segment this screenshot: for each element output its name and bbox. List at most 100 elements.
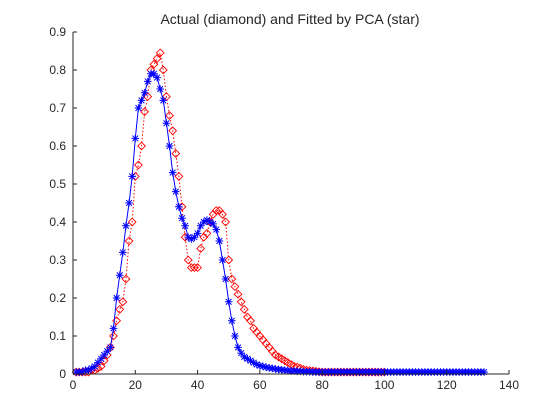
data-point-star <box>221 275 230 283</box>
data-point-star <box>156 85 164 93</box>
data-point-star <box>256 361 264 370</box>
y-tick-label: 0.8 <box>49 63 66 77</box>
chart-title: Actual (diamond) and Fitted by PCA (star… <box>160 11 419 27</box>
data-point-star <box>91 362 99 371</box>
data-point-star <box>119 248 127 257</box>
data-point-star <box>252 360 261 369</box>
data-point-diamond <box>183 255 193 265</box>
data-point-star <box>103 347 112 355</box>
data-point-star <box>246 356 255 365</box>
data-point-diamond <box>242 312 252 322</box>
data-point-diamond <box>236 297 246 307</box>
data-point-star <box>159 96 168 105</box>
x-tick-label: 20 <box>129 378 143 392</box>
data-point-diamond <box>127 217 137 227</box>
data-point-diamond <box>249 323 259 333</box>
y-tick-label: 0.3 <box>49 253 66 267</box>
data-point-star <box>224 298 233 306</box>
data-point-star <box>234 343 242 352</box>
x-tick-label: 40 <box>191 378 205 392</box>
data-point-diamond <box>193 263 203 273</box>
data-point-diamond <box>267 346 277 356</box>
data-point-star <box>84 366 93 374</box>
plot-area-background <box>73 32 509 374</box>
data-point-star <box>193 229 202 238</box>
y-tick-label: 0.1 <box>49 329 66 343</box>
data-point-star <box>243 355 252 363</box>
x-tick-label: 120 <box>437 378 457 392</box>
data-point-diamond <box>233 289 243 299</box>
data-point-star <box>171 187 180 196</box>
y-tick-label: 0.4 <box>49 215 66 229</box>
data-point-star <box>212 225 221 234</box>
data-point-diamond <box>208 209 218 219</box>
data-point-star <box>240 353 249 361</box>
data-point-star <box>100 351 108 359</box>
data-point-diamond <box>165 111 174 121</box>
y-tick-label: 0.5 <box>49 177 66 191</box>
data-point-diamond <box>261 339 271 349</box>
data-point-diamond <box>214 206 224 216</box>
y-tick-label: 0.6 <box>49 139 66 153</box>
data-point-diamond <box>149 59 159 69</box>
x-tick-label: 60 <box>253 378 267 392</box>
data-point-diamond <box>109 331 118 341</box>
data-point-diamond <box>221 217 231 227</box>
y-axis-ticks: 0 0.1 0.2 0.3 0.4 0.5 0.6 0.7 0.8 0.9 <box>49 25 77 381</box>
x-tick-label: 80 <box>315 378 329 392</box>
data-point-star <box>125 199 133 207</box>
data-point-star <box>206 218 214 226</box>
data-point-diamond <box>171 149 181 159</box>
plot-area: 0 20 40 60 80 100 120 140 0 0.1 0.2 0.3 0.4 0.5 0.6 0.… <box>49 25 519 392</box>
data-point-diamond <box>264 342 274 352</box>
data-point-diamond <box>96 361 106 371</box>
data-point-star <box>209 220 217 228</box>
data-point-star <box>178 214 186 222</box>
data-point-diamond <box>252 327 262 337</box>
data-point-diamond <box>137 141 146 151</box>
data-point-star <box>187 235 196 243</box>
data-point-star <box>153 73 161 82</box>
data-point-diamond <box>133 160 143 170</box>
data-point-diamond <box>174 171 184 181</box>
data-point-star <box>480 368 488 376</box>
data-point-diamond <box>118 297 128 307</box>
data-point-star <box>184 233 193 241</box>
data-point-diamond <box>143 92 153 102</box>
data-point-diamond <box>168 126 178 136</box>
data-point-star <box>168 168 177 177</box>
data-point-diamond <box>152 54 162 64</box>
data-point-diamond <box>115 304 125 314</box>
data-point-star <box>94 358 102 367</box>
data-point-diamond <box>202 228 212 238</box>
data-point-diamond <box>227 274 237 284</box>
data-point-star <box>87 364 96 373</box>
data-point-star <box>231 332 239 340</box>
data-point-star <box>78 368 87 376</box>
x-tick-label: 100 <box>374 378 394 392</box>
series-line-diamond <box>76 51 385 373</box>
data-point-star <box>112 294 121 302</box>
data-point-star <box>218 256 227 264</box>
data-point-diamond <box>196 244 206 254</box>
data-point-star <box>137 96 146 105</box>
data-point-star <box>150 70 158 78</box>
data-point-diamond <box>224 255 234 265</box>
data-point-star <box>140 89 149 97</box>
data-point-diamond <box>199 232 209 242</box>
series-layer <box>71 48 488 377</box>
data-point-star <box>131 134 140 143</box>
data-point-diamond <box>246 316 255 326</box>
data-point-star <box>268 364 277 373</box>
data-point-star <box>175 203 183 211</box>
data-point-diamond <box>239 304 249 314</box>
data-point-diamond <box>190 263 199 273</box>
data-point-star <box>143 77 152 86</box>
data-point-star <box>200 218 208 226</box>
data-point-star <box>134 104 143 112</box>
x-tick-label: 140 <box>499 378 519 392</box>
data-point-star <box>237 349 245 357</box>
data-point-diamond <box>258 335 268 345</box>
data-point-diamond <box>255 331 265 341</box>
